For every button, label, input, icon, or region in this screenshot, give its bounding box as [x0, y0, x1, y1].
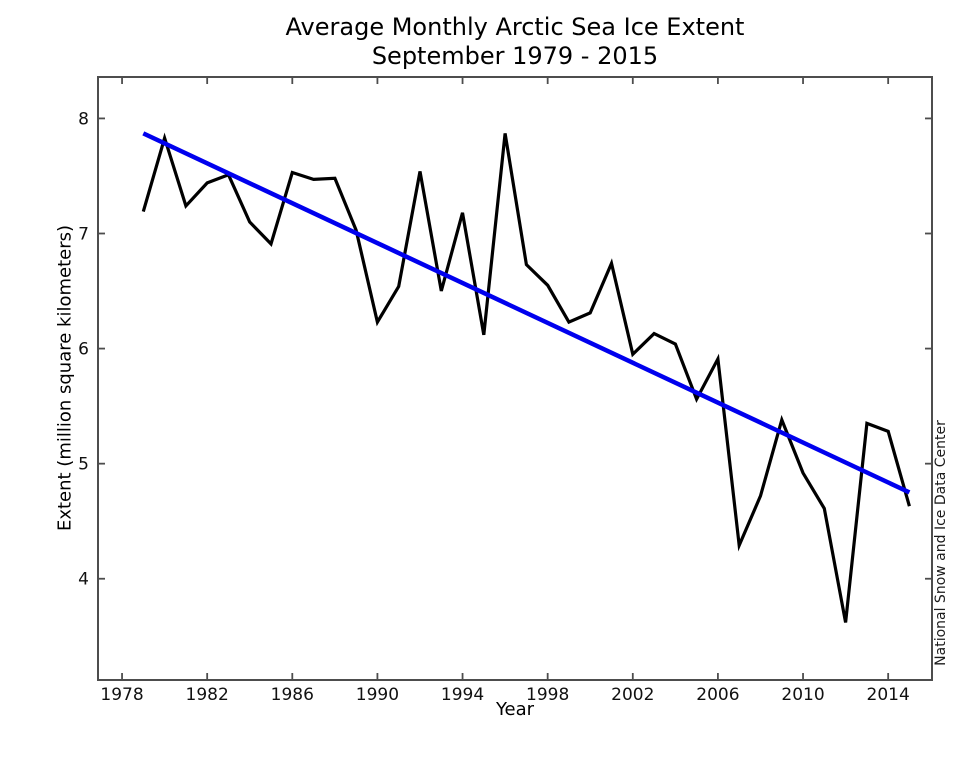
x-tick-label: 2006: [696, 685, 739, 705]
data-center-credit: National Snow and Ice Data Center: [933, 420, 949, 666]
chart-title: Average Monthly Arctic Sea Ice Extent Se…: [98, 13, 932, 71]
y-tick-label: 7: [78, 225, 89, 245]
axis-ticks: [98, 77, 932, 680]
extent-line: [141, 132, 911, 623]
x-tick-label: 1978: [100, 685, 143, 705]
x-tick-label: 1994: [441, 685, 484, 705]
y-axis-label: Extent (million square kilometers): [54, 224, 76, 532]
chart-title-line1: Average Monthly Arctic Sea Ice Extent: [285, 13, 745, 41]
chart-title-line2: September 1979 - 2015: [371, 42, 659, 70]
y-tick-label: 6: [78, 340, 89, 360]
axis-tick-labels: 1978 1982 1986 1990 1994 1998 2002 2006 2010 2014…: [78, 109, 910, 705]
x-tick-label: 1998: [526, 685, 569, 705]
x-tick-label: 1986: [271, 685, 314, 705]
y-tick-label: 5: [78, 455, 89, 475]
y-tick-label: 8: [78, 109, 89, 129]
x-tick-label: 1982: [186, 685, 229, 705]
plot-frame: [97, 76, 933, 681]
x-tick-label: 1990: [356, 685, 399, 705]
x-axis-label: Year: [495, 699, 535, 720]
data-series: [141, 131, 911, 623]
x-tick-label: 2010: [781, 685, 824, 705]
x-tick-label: 2002: [611, 685, 654, 705]
y-tick-label: 4: [78, 570, 89, 590]
trend-line: [142, 131, 911, 495]
x-tick-label: 2014: [867, 685, 910, 705]
